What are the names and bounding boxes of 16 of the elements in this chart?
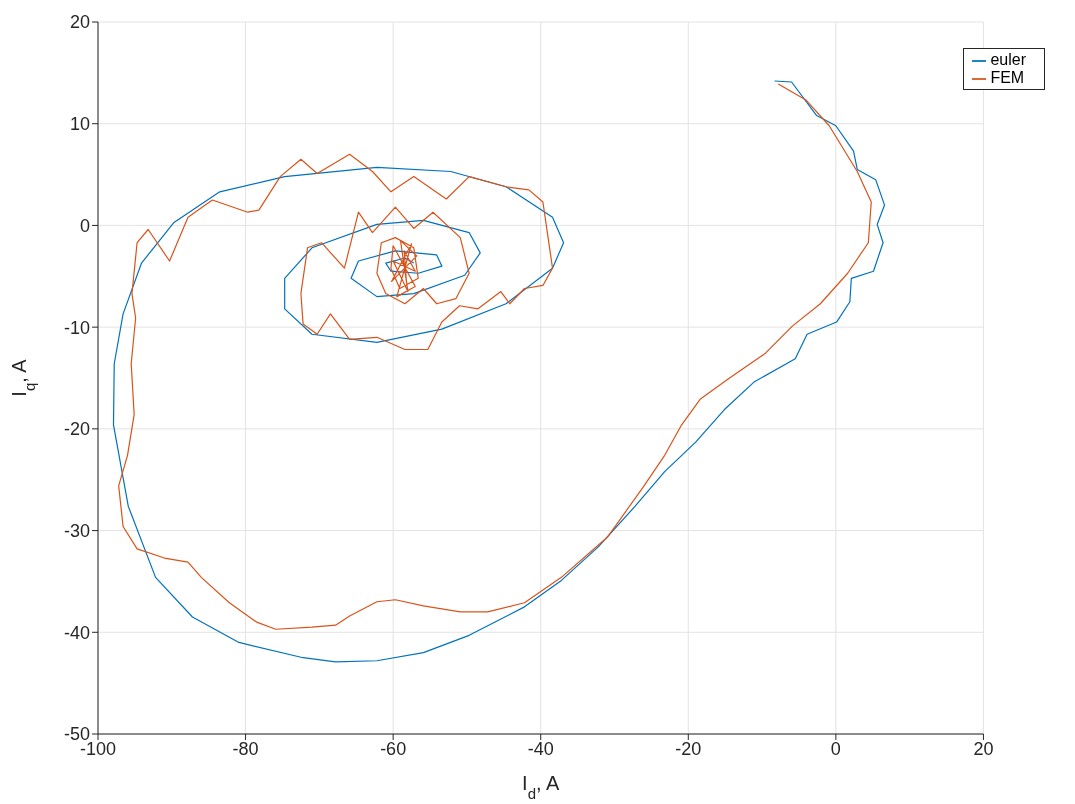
y-tick-label: -10 — [63, 317, 90, 338]
y-tick-label: -40 — [63, 622, 90, 643]
y-tick-label: -20 — [63, 419, 90, 440]
x-tick-label: -20 — [675, 738, 702, 759]
x-tick-label: -40 — [527, 738, 554, 759]
x-tick-label: -80 — [232, 738, 259, 759]
x-tick-label: -60 — [380, 738, 407, 759]
x-axis-title: I$_{d}$, A — [522, 772, 560, 802]
y-tick-label: 20 — [69, 12, 90, 33]
y-tick-label: -30 — [63, 520, 90, 541]
legend-label: FEM — [990, 69, 1025, 86]
x-tick-label: 0 — [830, 738, 841, 759]
y-tick-label: 10 — [69, 114, 90, 135]
y-tick-label: 0 — [79, 215, 90, 236]
x-tick-label: 20 — [973, 738, 994, 759]
legend-label: euler — [990, 51, 1026, 68]
